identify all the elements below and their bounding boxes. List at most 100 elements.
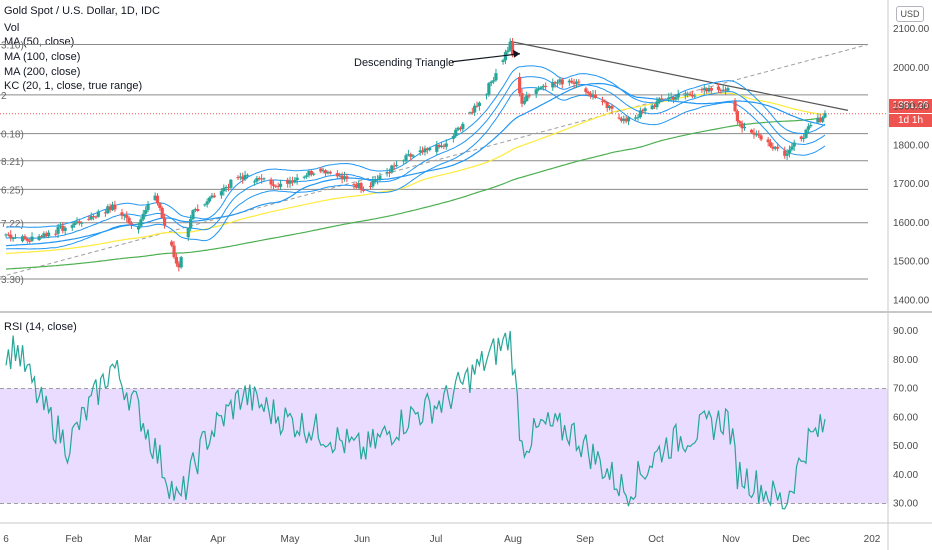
- candle-body: [709, 88, 713, 91]
- candle-body: [293, 180, 297, 183]
- candle-body: [411, 155, 415, 157]
- fib-level-label: 0.18): [1, 130, 24, 141]
- candle-body: [357, 183, 361, 188]
- candle-body: [404, 155, 408, 161]
- chart-title: Gold Spot / U.S. Dollar, 1D, IDC: [4, 5, 160, 17]
- fib-level-label: 3.10): [1, 41, 24, 52]
- candle-body: [25, 238, 29, 241]
- candle-body: [274, 185, 278, 187]
- candle-body: [203, 204, 207, 206]
- descending-resistance: [510, 40, 849, 111]
- fib-levels: 3.10) 2 0.18) 8.21) 6.25) 7.22) 3.30): [0, 41, 888, 286]
- price-tick-label: 1900.00: [893, 102, 930, 113]
- indicator-ma200[interactable]: MA (200, close): [4, 66, 81, 78]
- candle-body: [120, 212, 124, 216]
- candle-body: [723, 89, 728, 91]
- price-tick-label: 1800.00: [893, 140, 930, 151]
- fib-level-label: 2: [1, 91, 7, 102]
- indicator-keltner[interactable]: KC (20, 1, close, true range): [4, 80, 143, 92]
- candle-body: [139, 219, 143, 226]
- candle-body: [501, 60, 505, 63]
- candle-body: [11, 238, 15, 240]
- candle-body: [243, 175, 247, 180]
- fib-level-label: 8.21): [1, 157, 24, 168]
- candle-body: [742, 126, 747, 129]
- candle-body: [660, 98, 664, 100]
- currency-button[interactable]: USD: [896, 6, 924, 22]
- candle-body: [617, 117, 621, 119]
- time-tick-label: Jul: [430, 534, 443, 545]
- candle-body: [768, 142, 773, 147]
- candle-body: [487, 83, 491, 95]
- candle-body: [626, 117, 631, 122]
- candle-body: [210, 195, 214, 198]
- candle-body: [58, 225, 63, 227]
- candle-body: [305, 175, 309, 177]
- indicator-ma100[interactable]: MA (100, close): [4, 51, 81, 63]
- candle-body: [454, 129, 458, 137]
- candle-body: [816, 117, 820, 123]
- candle-body: [603, 100, 607, 103]
- candle-body: [719, 89, 723, 91]
- candle-body: [818, 117, 822, 122]
- price-tick-label: 1500.00: [893, 257, 930, 268]
- candle-body: [435, 144, 439, 152]
- candle-body: [693, 95, 697, 97]
- candle-body: [179, 257, 183, 268]
- candle-body: [378, 176, 382, 179]
- candle-body: [75, 221, 79, 224]
- candle-body: [108, 206, 112, 211]
- candle-body: [191, 210, 195, 220]
- candle-body: [522, 100, 526, 104]
- candle-body: [823, 113, 827, 118]
- ma100-line: [5, 92, 826, 255]
- indicator-vol[interactable]: Vol: [4, 22, 20, 34]
- candle-body: [290, 180, 295, 183]
- rsi-tick-label: 30.00: [893, 499, 918, 510]
- candle-body: [20, 236, 25, 242]
- candle-body: [286, 179, 290, 184]
- candle-body: [328, 171, 332, 174]
- candle-body: [260, 178, 264, 180]
- candle-body: [536, 88, 541, 90]
- candle-body: [484, 94, 489, 96]
- candle-body: [402, 160, 406, 162]
- candle-body: [340, 175, 344, 180]
- candle-body: [94, 216, 98, 218]
- candle-body: [129, 223, 134, 225]
- candle-body: [326, 171, 330, 174]
- annotation-label: Descending Triangle: [354, 57, 454, 69]
- time-tick-label: Dec: [792, 534, 810, 545]
- candle-body: [354, 184, 358, 188]
- candle-body: [473, 105, 477, 113]
- candle-body: [444, 143, 448, 147]
- candle-body: [4, 234, 8, 236]
- ma200-line: [5, 117, 826, 270]
- candle-body: [91, 216, 96, 218]
- time-tick-label: Jun: [354, 534, 370, 545]
- candle-body: [103, 212, 108, 214]
- candle-body: [773, 146, 777, 149]
- candle-body: [655, 101, 659, 108]
- trend-lines: [0, 40, 869, 278]
- candle-body: [409, 154, 413, 157]
- candle-body: [219, 191, 223, 196]
- candle-body: [392, 165, 396, 167]
- candle-body: [193, 209, 197, 211]
- candle-body: [705, 88, 709, 92]
- candle-body: [222, 187, 226, 192]
- candle-body: [688, 93, 692, 95]
- rsi-pane-label[interactable]: RSI (14, close): [4, 321, 77, 333]
- candle-body: [288, 180, 292, 184]
- rsi-tick-label: 60.00: [893, 412, 918, 423]
- candle-body: [766, 139, 770, 143]
- candle-body: [510, 41, 515, 56]
- price-tick-label: 2000.00: [893, 63, 930, 74]
- candle-body: [506, 50, 510, 53]
- time-tick-label: Mar: [134, 534, 152, 545]
- candle-body: [555, 82, 560, 84]
- rsi-tick-label: 70.00: [893, 384, 918, 395]
- candle-body: [610, 105, 614, 109]
